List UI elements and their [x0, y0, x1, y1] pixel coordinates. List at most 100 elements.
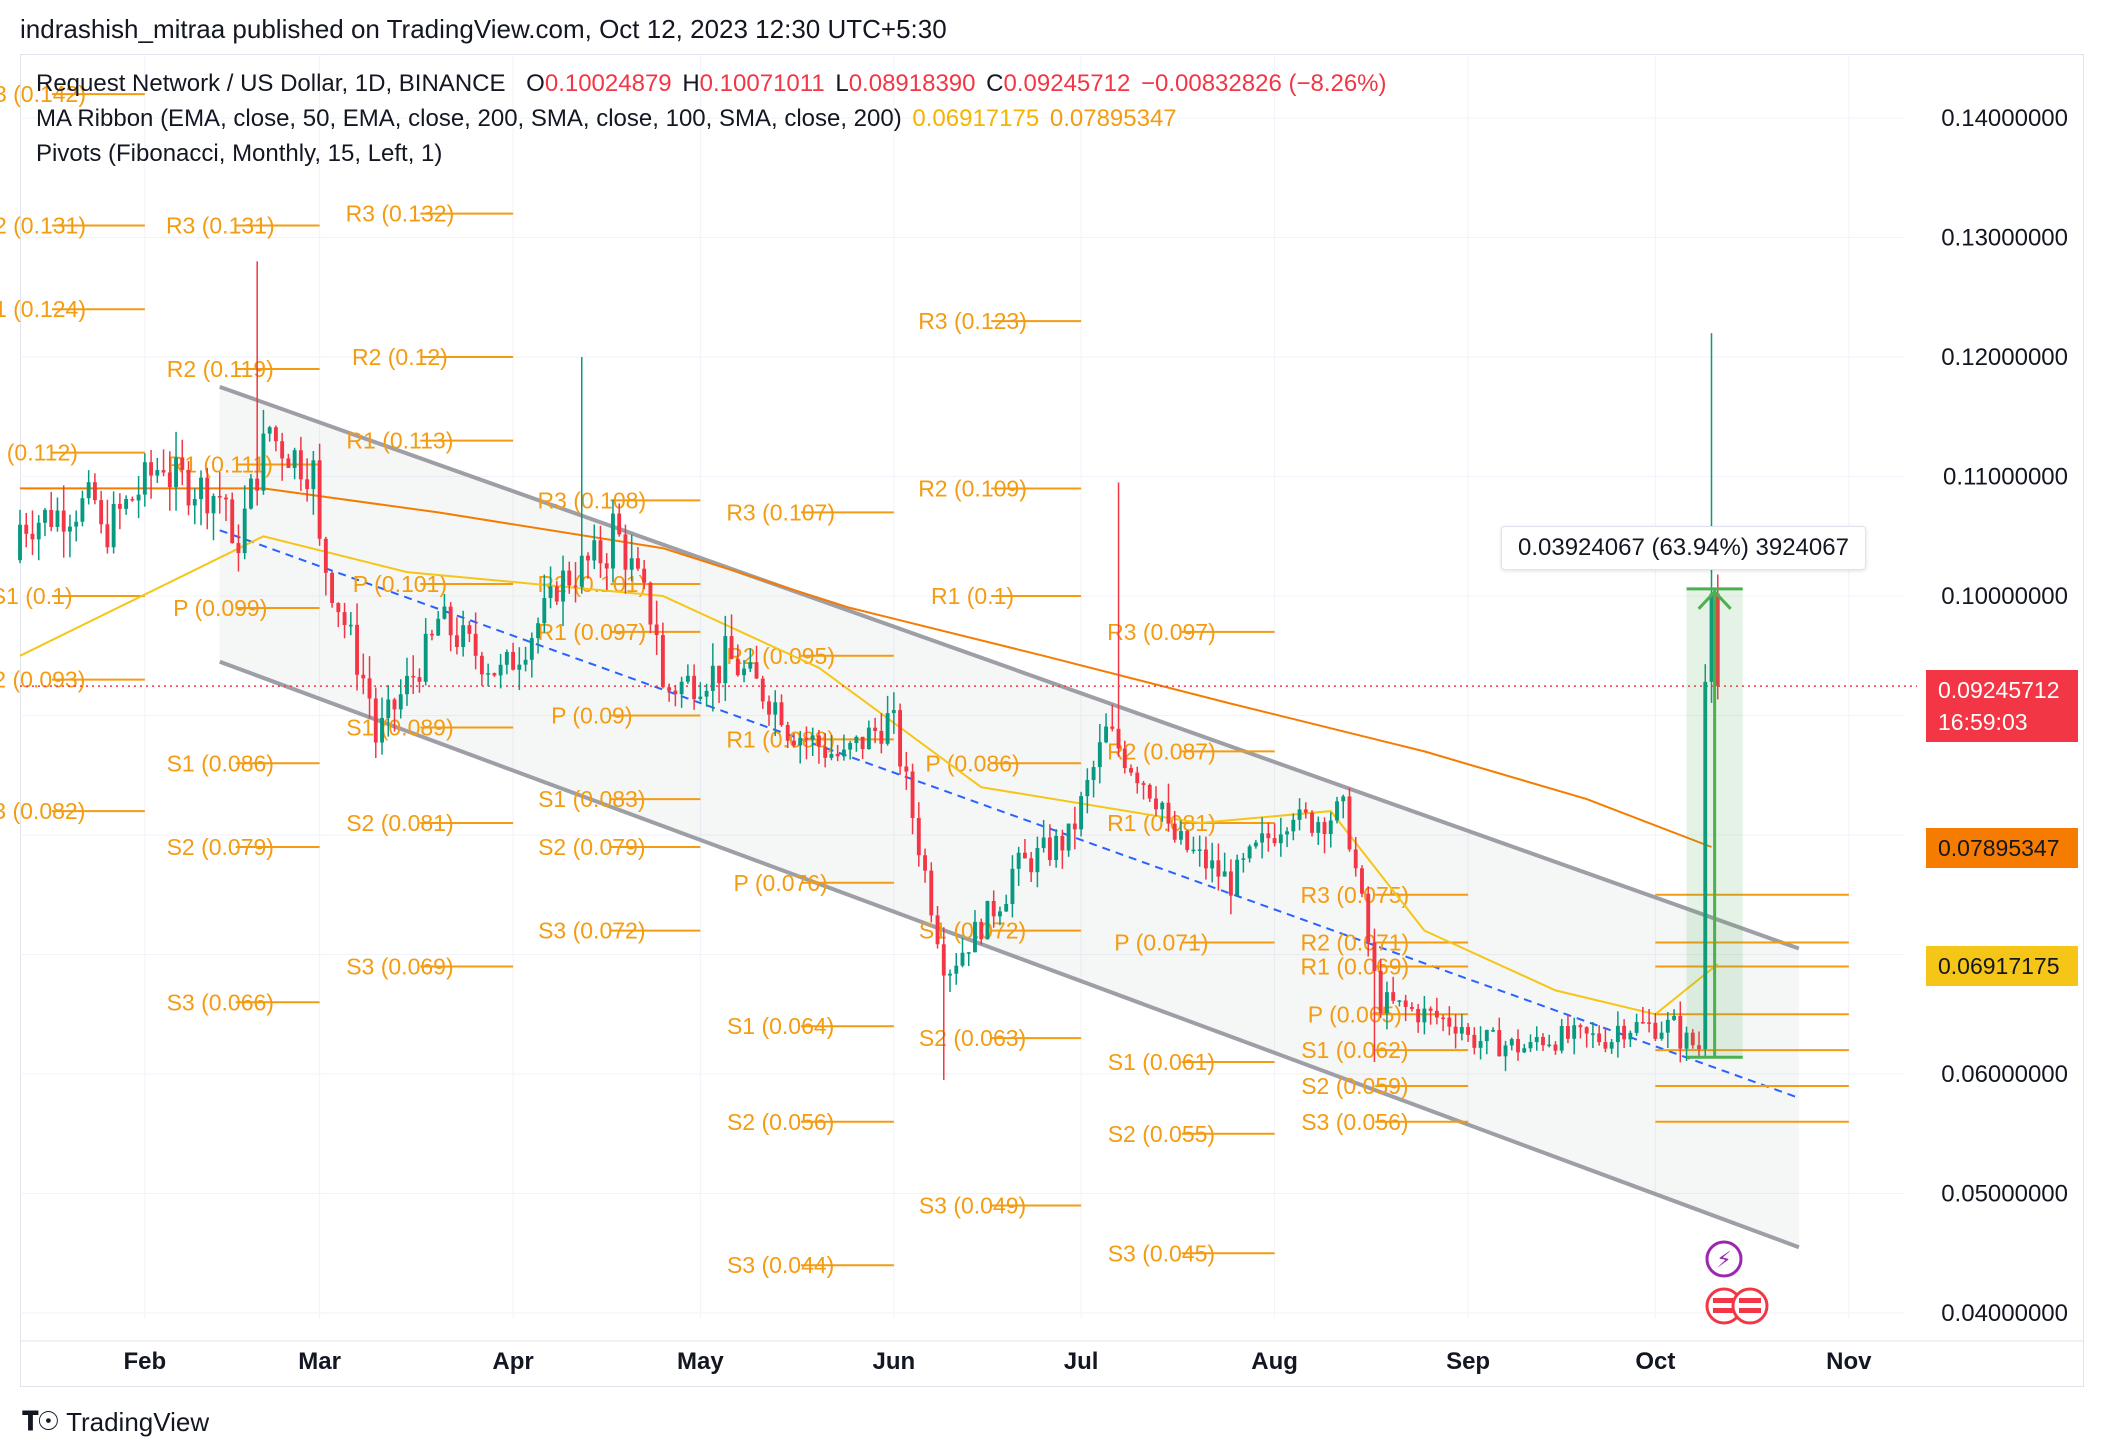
candle-body — [392, 699, 397, 710]
candle-body — [1672, 1016, 1676, 1020]
pivot-label-s3: S3 (0.044) — [727, 1252, 834, 1278]
pivot-label-s3: S3 (0.072) — [538, 918, 645, 944]
candle-body — [1709, 593, 1714, 682]
candle-body — [1097, 742, 1102, 768]
pivots-legend[interactable]: Pivots (Fibonacci, Monthly, 15, Left, 1) — [36, 140, 446, 168]
low-label: L — [835, 70, 849, 97]
candle-body — [1597, 1033, 1602, 1043]
candle-body — [717, 665, 722, 684]
candle-body — [1703, 681, 1708, 1050]
lightning-icon — [1705, 1240, 1743, 1278]
candle-body — [380, 717, 384, 743]
candle-body — [573, 585, 578, 588]
candle-body — [598, 540, 603, 564]
candle-body — [648, 582, 653, 625]
candle-body — [1697, 1045, 1701, 1050]
candle-body — [30, 533, 35, 540]
candle-body — [1110, 726, 1115, 729]
candle-body — [149, 462, 154, 476]
candle-body — [430, 633, 434, 636]
candle-body — [192, 499, 197, 506]
candle-body — [1010, 868, 1015, 904]
candle-body — [242, 508, 247, 554]
candle-body — [1578, 1025, 1583, 1028]
candle-body — [336, 602, 341, 613]
candle-body — [292, 450, 297, 468]
candle-body — [1185, 830, 1190, 850]
x-tick-label: Oct — [1635, 1348, 1675, 1375]
candle-body — [1497, 1030, 1502, 1057]
chart-frame[interactable] — [20, 54, 2084, 1387]
candle-body — [1590, 1033, 1595, 1035]
candle-body — [486, 673, 491, 675]
candle-body — [1378, 970, 1383, 1014]
pivot-label-s2: S2 (0.093) — [0, 667, 85, 693]
candle-body — [1041, 837, 1046, 849]
candle-body — [261, 433, 266, 491]
pivot-label-s1: S1 (0.064) — [727, 1013, 834, 1039]
candle-body — [1303, 809, 1308, 813]
candle-body — [904, 766, 909, 772]
candle-body — [1466, 1027, 1471, 1035]
candle-body — [792, 740, 796, 746]
candle-body — [267, 427, 272, 434]
us-flag-stripe — [1712, 1298, 1735, 1303]
candle-body — [55, 510, 60, 527]
candle-body — [1416, 1008, 1421, 1023]
candle-body — [735, 658, 740, 676]
candle-body — [1665, 1019, 1670, 1033]
candle-body — [1147, 784, 1152, 799]
candle-body — [342, 612, 347, 626]
candle-body — [1659, 1032, 1664, 1039]
pivot-label-s1: S1 (0.083) — [538, 786, 645, 812]
ma-legend[interactable]: MA Ribbon (EMA, close, 50, EMA, close, 2… — [36, 105, 1181, 133]
candle-body — [80, 498, 85, 522]
candle-body — [954, 965, 959, 974]
candle-body — [49, 509, 54, 527]
candle-body — [910, 771, 915, 819]
candle-body — [1453, 1026, 1458, 1034]
candle-body — [885, 713, 890, 744]
y-tick-label: 0.12000000 — [1941, 344, 2068, 371]
tradingview-logo[interactable]: 𝐓☉ TradingView — [22, 1406, 209, 1438]
candle-body — [529, 638, 534, 660]
candle-body — [1603, 1042, 1608, 1049]
last-price-tag: 0.09245712 16:59:03 — [1926, 670, 2078, 742]
candle-body — [1222, 871, 1227, 877]
candle-body — [311, 460, 316, 490]
candle-body — [754, 662, 759, 679]
symbol-title: Request Network / US Dollar, 1D, BINANCE — [36, 70, 506, 97]
ma-title: MA Ribbon (EMA, close, 50, EMA, close, 2… — [36, 105, 902, 132]
candle-body — [124, 498, 129, 509]
channel-upper-line — [219, 384, 1800, 951]
candle-body — [1447, 1017, 1452, 1027]
pivot-label-p: P (0.099) — [173, 595, 267, 621]
candle-body — [841, 749, 846, 757]
candle-body — [1122, 748, 1127, 769]
ma-value-2: 0.07895347 — [1049, 105, 1177, 132]
candle-body — [386, 699, 391, 718]
candle-body — [1022, 852, 1027, 859]
candle-body — [1328, 820, 1333, 835]
candle-body — [423, 633, 428, 682]
candle-body — [660, 635, 665, 688]
candle-body — [411, 675, 416, 678]
symbol-legend[interactable]: Request Network / US Dollar, 1D, BINANCE… — [36, 70, 1391, 98]
candle-body — [1640, 1022, 1645, 1024]
candle-body — [136, 494, 141, 501]
candle-body — [704, 690, 709, 697]
ma200-price-tag: 0.07895347 — [1926, 828, 2078, 868]
candle-body — [1422, 1008, 1427, 1023]
close-value: 0.09245712 — [1003, 70, 1131, 97]
candle-body — [1715, 593, 1720, 687]
candle-body — [405, 675, 409, 695]
candle-body — [211, 495, 216, 514]
candle-body — [1104, 726, 1108, 743]
candle-body — [760, 678, 765, 702]
candle-body — [1522, 1048, 1527, 1053]
candle-body — [548, 586, 553, 598]
candle-body — [723, 636, 728, 684]
price-chart[interactable]: R3 (0.142) R2 (0.131) R1 (0.124) P (0.112) S… — [0, 0, 2108, 1400]
pivot-label-p: P (0.071) — [1114, 930, 1208, 956]
candle-body — [779, 702, 784, 726]
